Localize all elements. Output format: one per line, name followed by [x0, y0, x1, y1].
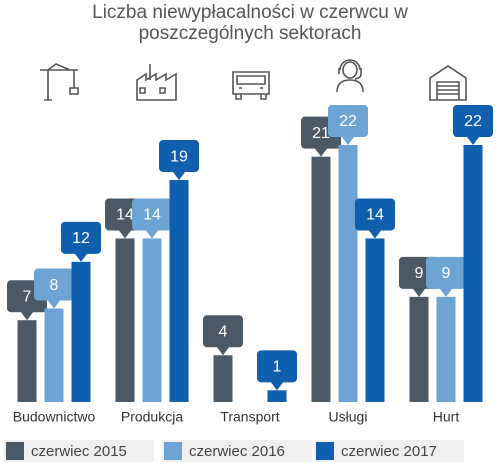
- bar: [409, 296, 429, 402]
- callout: [355, 198, 395, 239]
- bar: [267, 390, 287, 402]
- callout: [257, 350, 297, 391]
- data-label: 19: [159, 140, 199, 181]
- legend-label: czerwiec 2015: [31, 443, 127, 460]
- bar: [169, 180, 189, 402]
- bar: [71, 261, 91, 402]
- data-label-text: 14: [366, 207, 384, 224]
- callout: [159, 140, 199, 181]
- bar: [365, 238, 385, 402]
- bar: [338, 145, 358, 402]
- bar: [213, 355, 233, 402]
- data-label-text: 12: [72, 230, 90, 247]
- callout: [203, 315, 243, 356]
- x-tick-label: Hurt: [433, 409, 460, 425]
- bar: [115, 238, 135, 402]
- x-tick-label: Transport: [220, 409, 280, 425]
- data-label-text: 22: [464, 113, 482, 130]
- legend-swatch: [164, 442, 182, 460]
- data-label-text: 21: [312, 125, 330, 142]
- data-label: 22: [328, 105, 368, 145]
- data-label: 12: [61, 221, 101, 262]
- data-label-text: 1: [273, 359, 282, 376]
- legend-bg: [162, 440, 312, 462]
- callout: [132, 198, 172, 239]
- data-label-text: 19: [170, 148, 188, 165]
- callout: [453, 105, 493, 145]
- data-label-text: 4: [219, 323, 228, 340]
- legend-label: czerwiec 2017: [341, 443, 437, 460]
- x-tick-label: Budownictwo: [13, 409, 96, 425]
- legend-bg: [4, 440, 154, 462]
- icons: [40, 59, 467, 101]
- data-label-text: 14: [143, 207, 161, 224]
- x-tick-label: Usługi: [329, 409, 368, 425]
- callout: [34, 268, 74, 309]
- data-label-text: 9: [415, 265, 424, 282]
- legend-bg: [314, 440, 464, 462]
- bar: [44, 308, 64, 402]
- bar: [436, 296, 456, 402]
- data-label: 22: [453, 105, 493, 145]
- bar: [17, 320, 37, 402]
- data-label-text: 14: [116, 207, 134, 224]
- callout: [328, 105, 368, 145]
- bar: [463, 145, 483, 402]
- data-label: 1: [257, 350, 297, 391]
- data-label-text: 22: [339, 113, 357, 130]
- data-label: 14: [132, 198, 172, 239]
- data-label-text: 7: [23, 288, 32, 305]
- bar: [142, 238, 162, 402]
- data-label: 8: [34, 268, 74, 309]
- callout: [426, 256, 466, 297]
- chart-title: Liczba niewypłacalności w czerwcu w posz…: [92, 2, 408, 44]
- data-label: 9: [426, 256, 466, 297]
- bar: [311, 156, 331, 402]
- legend-swatch: [316, 442, 334, 460]
- data-label-text: 9: [442, 265, 451, 282]
- data-label: 14: [355, 198, 395, 239]
- callout: [61, 221, 101, 262]
- x-tick-label: Produkcja: [121, 409, 183, 425]
- data-label: 4: [203, 315, 243, 356]
- data-label-text: 8: [50, 277, 59, 294]
- legend-swatch: [6, 442, 24, 460]
- legend-label: czerwiec 2016: [189, 443, 285, 460]
